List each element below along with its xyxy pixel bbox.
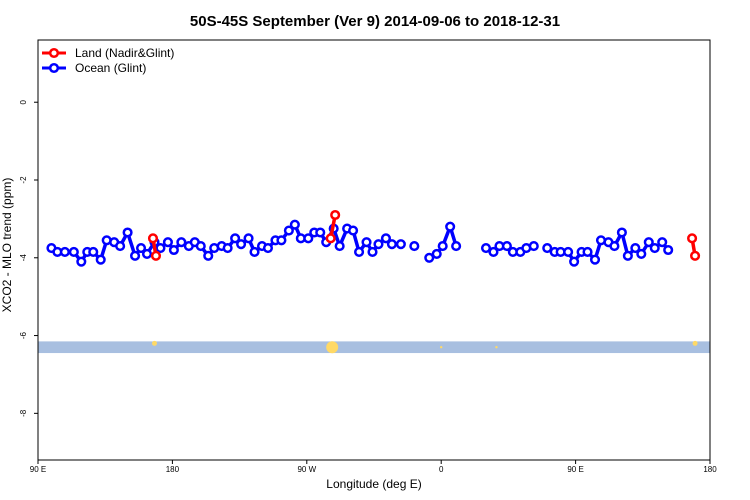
data-point [315,227,326,238]
data-point [130,250,141,261]
data-point [122,227,133,238]
x-tick-label: 90 W [297,465,316,474]
data-point [501,241,512,252]
data-point [451,241,462,252]
data-point [622,250,633,261]
series-layer [46,209,701,267]
y-tick-label: -8 [19,409,28,417]
data-point [162,237,173,248]
x-tick-label: 180 [703,465,717,474]
data-point [609,241,620,252]
data-point [141,248,153,259]
data-point [424,252,435,263]
band-marker [495,346,498,349]
data-point [348,225,359,236]
data-point [59,246,70,257]
y-axis-label: XCO2 - MLO trend (ppm) [0,178,14,313]
data-point [636,248,647,259]
data-point [155,243,166,254]
data-point [643,237,654,248]
data-point [649,243,660,254]
plot-frame [37,39,711,461]
data-point [569,256,580,267]
data-point [687,233,698,244]
data-point [150,250,162,261]
x-tick-label: 90 E [567,465,583,474]
data-point [542,243,553,254]
x-tick-label: 0 [439,465,444,474]
data-point [409,241,420,252]
band-rect [38,341,710,354]
band-marker [326,341,339,354]
data-point [135,243,147,254]
y-tick-label: -6 [19,331,28,339]
x-tick-label: 180 [166,465,180,474]
data-point [262,243,274,254]
data-point [168,244,179,256]
data-point [195,241,206,252]
data-point [437,241,448,252]
band-marker [151,340,157,346]
data-point [236,239,247,250]
data-point [630,243,641,254]
data-point [361,237,372,248]
data-point [380,233,391,244]
data-point [68,246,79,257]
data-point [690,250,701,261]
data-point [147,233,159,244]
y-tick-label: 0 [19,99,28,104]
x-tick-label: 90 E [30,465,46,474]
data-point [657,237,668,248]
data-point [222,243,233,254]
data-point [330,209,341,221]
x-axis: 90 E 180 90 W 0 90 E 180 [30,460,717,474]
legend-label: Ocean (Glint) [75,61,146,75]
data-point [176,237,187,248]
data-point [76,256,87,267]
data-point [354,246,365,257]
data-point [582,246,593,257]
data-point [249,246,260,257]
data-point [488,246,499,257]
data-point [663,244,674,256]
chart-title: 50S-45S September (Ver 9) 2014-09-06 to … [190,13,560,30]
data-point [115,241,126,252]
data-point [373,239,384,250]
y-axis: 0 -2 -4 -6 -8 [19,99,38,417]
legend-marker [48,47,60,59]
data-point [243,233,254,244]
band-marker [440,346,443,349]
data-point [395,239,406,250]
y-tick-label: -4 [19,254,28,262]
legend: Land (Nadir&Glint)Ocean (Glint) [42,46,174,75]
band-marker [692,340,698,346]
series-ocean [46,219,674,267]
background-band [38,340,710,354]
data-point [88,246,99,257]
series-land [147,209,701,261]
data-point [445,221,456,232]
data-point [589,254,601,265]
data-point [303,233,314,244]
legend-label: Land (Nadir&Glint) [75,46,174,60]
data-point [431,248,442,259]
data-point [325,233,336,244]
data-point [230,233,241,244]
legend-marker [48,62,60,74]
data-point [283,225,294,236]
data-point [289,219,300,230]
data-point [616,227,627,238]
data-point [386,239,397,250]
data-point [367,246,378,257]
x-axis-label: Longitude (deg E) [326,477,421,491]
data-point [480,243,492,254]
data-point [276,235,287,246]
data-point [203,250,214,261]
y-tick-label: -2 [19,176,28,184]
data-point [528,241,539,252]
data-point [334,241,345,252]
data-point [95,254,106,265]
data-point [563,246,574,257]
